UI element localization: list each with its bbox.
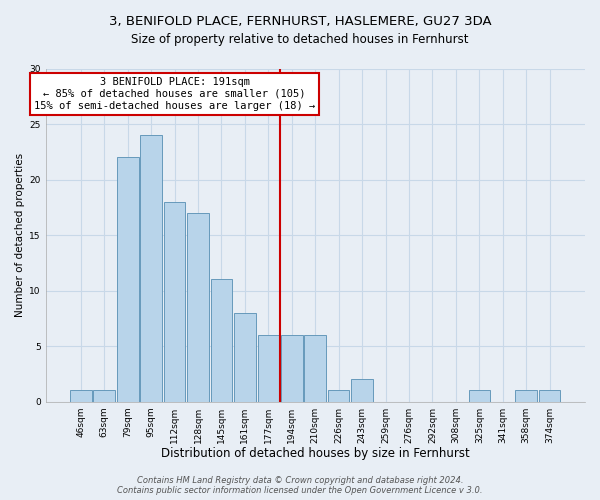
Bar — [70, 390, 92, 402]
Bar — [94, 390, 115, 402]
Text: 3 BENIFOLD PLACE: 191sqm
← 85% of detached houses are smaller (105)
15% of semi-: 3 BENIFOLD PLACE: 191sqm ← 85% of detach… — [34, 78, 315, 110]
Bar — [352, 380, 373, 402]
Bar — [515, 390, 537, 402]
Text: Contains HM Land Registry data © Crown copyright and database right 2024.
Contai: Contains HM Land Registry data © Crown c… — [117, 476, 483, 495]
X-axis label: Distribution of detached houses by size in Fernhurst: Distribution of detached houses by size … — [161, 447, 470, 460]
Bar — [257, 335, 279, 402]
Bar — [117, 158, 139, 402]
Bar — [281, 335, 302, 402]
Bar — [304, 335, 326, 402]
Bar — [328, 390, 349, 402]
Text: Size of property relative to detached houses in Fernhurst: Size of property relative to detached ho… — [131, 32, 469, 46]
Bar — [539, 390, 560, 402]
Bar — [164, 202, 185, 402]
Bar — [211, 280, 232, 402]
Bar — [469, 390, 490, 402]
Bar — [140, 135, 162, 402]
Bar — [234, 313, 256, 402]
Text: 3, BENIFOLD PLACE, FERNHURST, HASLEMERE, GU27 3DA: 3, BENIFOLD PLACE, FERNHURST, HASLEMERE,… — [109, 15, 491, 28]
Y-axis label: Number of detached properties: Number of detached properties — [15, 153, 25, 317]
Bar — [187, 213, 209, 402]
